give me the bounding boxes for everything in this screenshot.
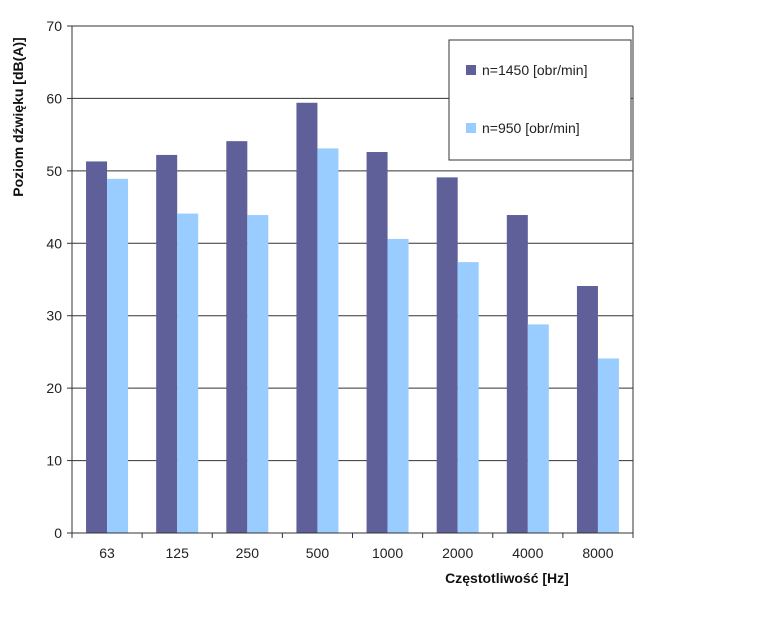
x-tick-label: 125 [166, 545, 190, 561]
bar-n950-2000 [457, 262, 479, 533]
bars [86, 102, 619, 534]
bar-n950-500 [317, 148, 339, 533]
x-axis-title: Częstotliwość [Hz] [445, 570, 569, 586]
bar-n1450-4000 [506, 215, 528, 533]
y-tick-label: 20 [46, 380, 62, 396]
bar-n1450-2000 [436, 177, 458, 533]
legend-swatch-n950 [466, 123, 476, 133]
bar-n1450-1000 [366, 152, 388, 534]
bar-n950-125 [177, 213, 199, 533]
y-tick-label: 40 [46, 235, 62, 251]
legend-label-n1450: n=1450 [obr/min] [482, 62, 587, 78]
bar-n1450-63 [86, 161, 108, 534]
legend-swatch-n1450 [466, 65, 476, 75]
y-tick-label: 30 [46, 308, 62, 324]
y-tick-label: 50 [46, 163, 62, 179]
x-tick-labels: 63 125 250 500 1000 2000 4000 8000 [99, 545, 613, 561]
x-tick-label: 500 [306, 545, 330, 561]
y-axis-title: Poziom dźwięku [dB(A)] [10, 37, 26, 196]
bar-n1450-250 [226, 141, 248, 533]
x-tick-label: 1000 [372, 545, 403, 561]
legend-box [448, 39, 632, 161]
x-tick-label: 8000 [582, 545, 613, 561]
x-tick-label: 250 [236, 545, 260, 561]
y-tick-label: 10 [46, 453, 62, 469]
bar-n950-4000 [527, 324, 549, 533]
x-tick-label: 2000 [442, 545, 473, 561]
bar-n1450-125 [156, 154, 178, 533]
y-tick-labels: 0 10 20 30 40 50 60 70 [46, 18, 62, 541]
y-tick-label: 70 [46, 18, 62, 34]
y-tick-label: 60 [46, 90, 62, 106]
bar-n950-250 [247, 215, 269, 533]
bar-n950-8000 [597, 358, 619, 533]
bar-n1450-8000 [576, 286, 598, 533]
axes [67, 25, 634, 538]
x-tick-label: 63 [99, 545, 115, 561]
legend-label-n950: n=950 [obr/min] [482, 120, 580, 136]
bar-n1450-500 [296, 102, 318, 533]
bar-n950-1000 [387, 238, 409, 533]
x-tick-label: 4000 [512, 545, 543, 561]
legend: n=1450 [obr/min] n=950 [obr/min] [448, 39, 632, 161]
y-tick-label: 0 [54, 525, 62, 541]
bar-n950-63 [107, 178, 129, 533]
